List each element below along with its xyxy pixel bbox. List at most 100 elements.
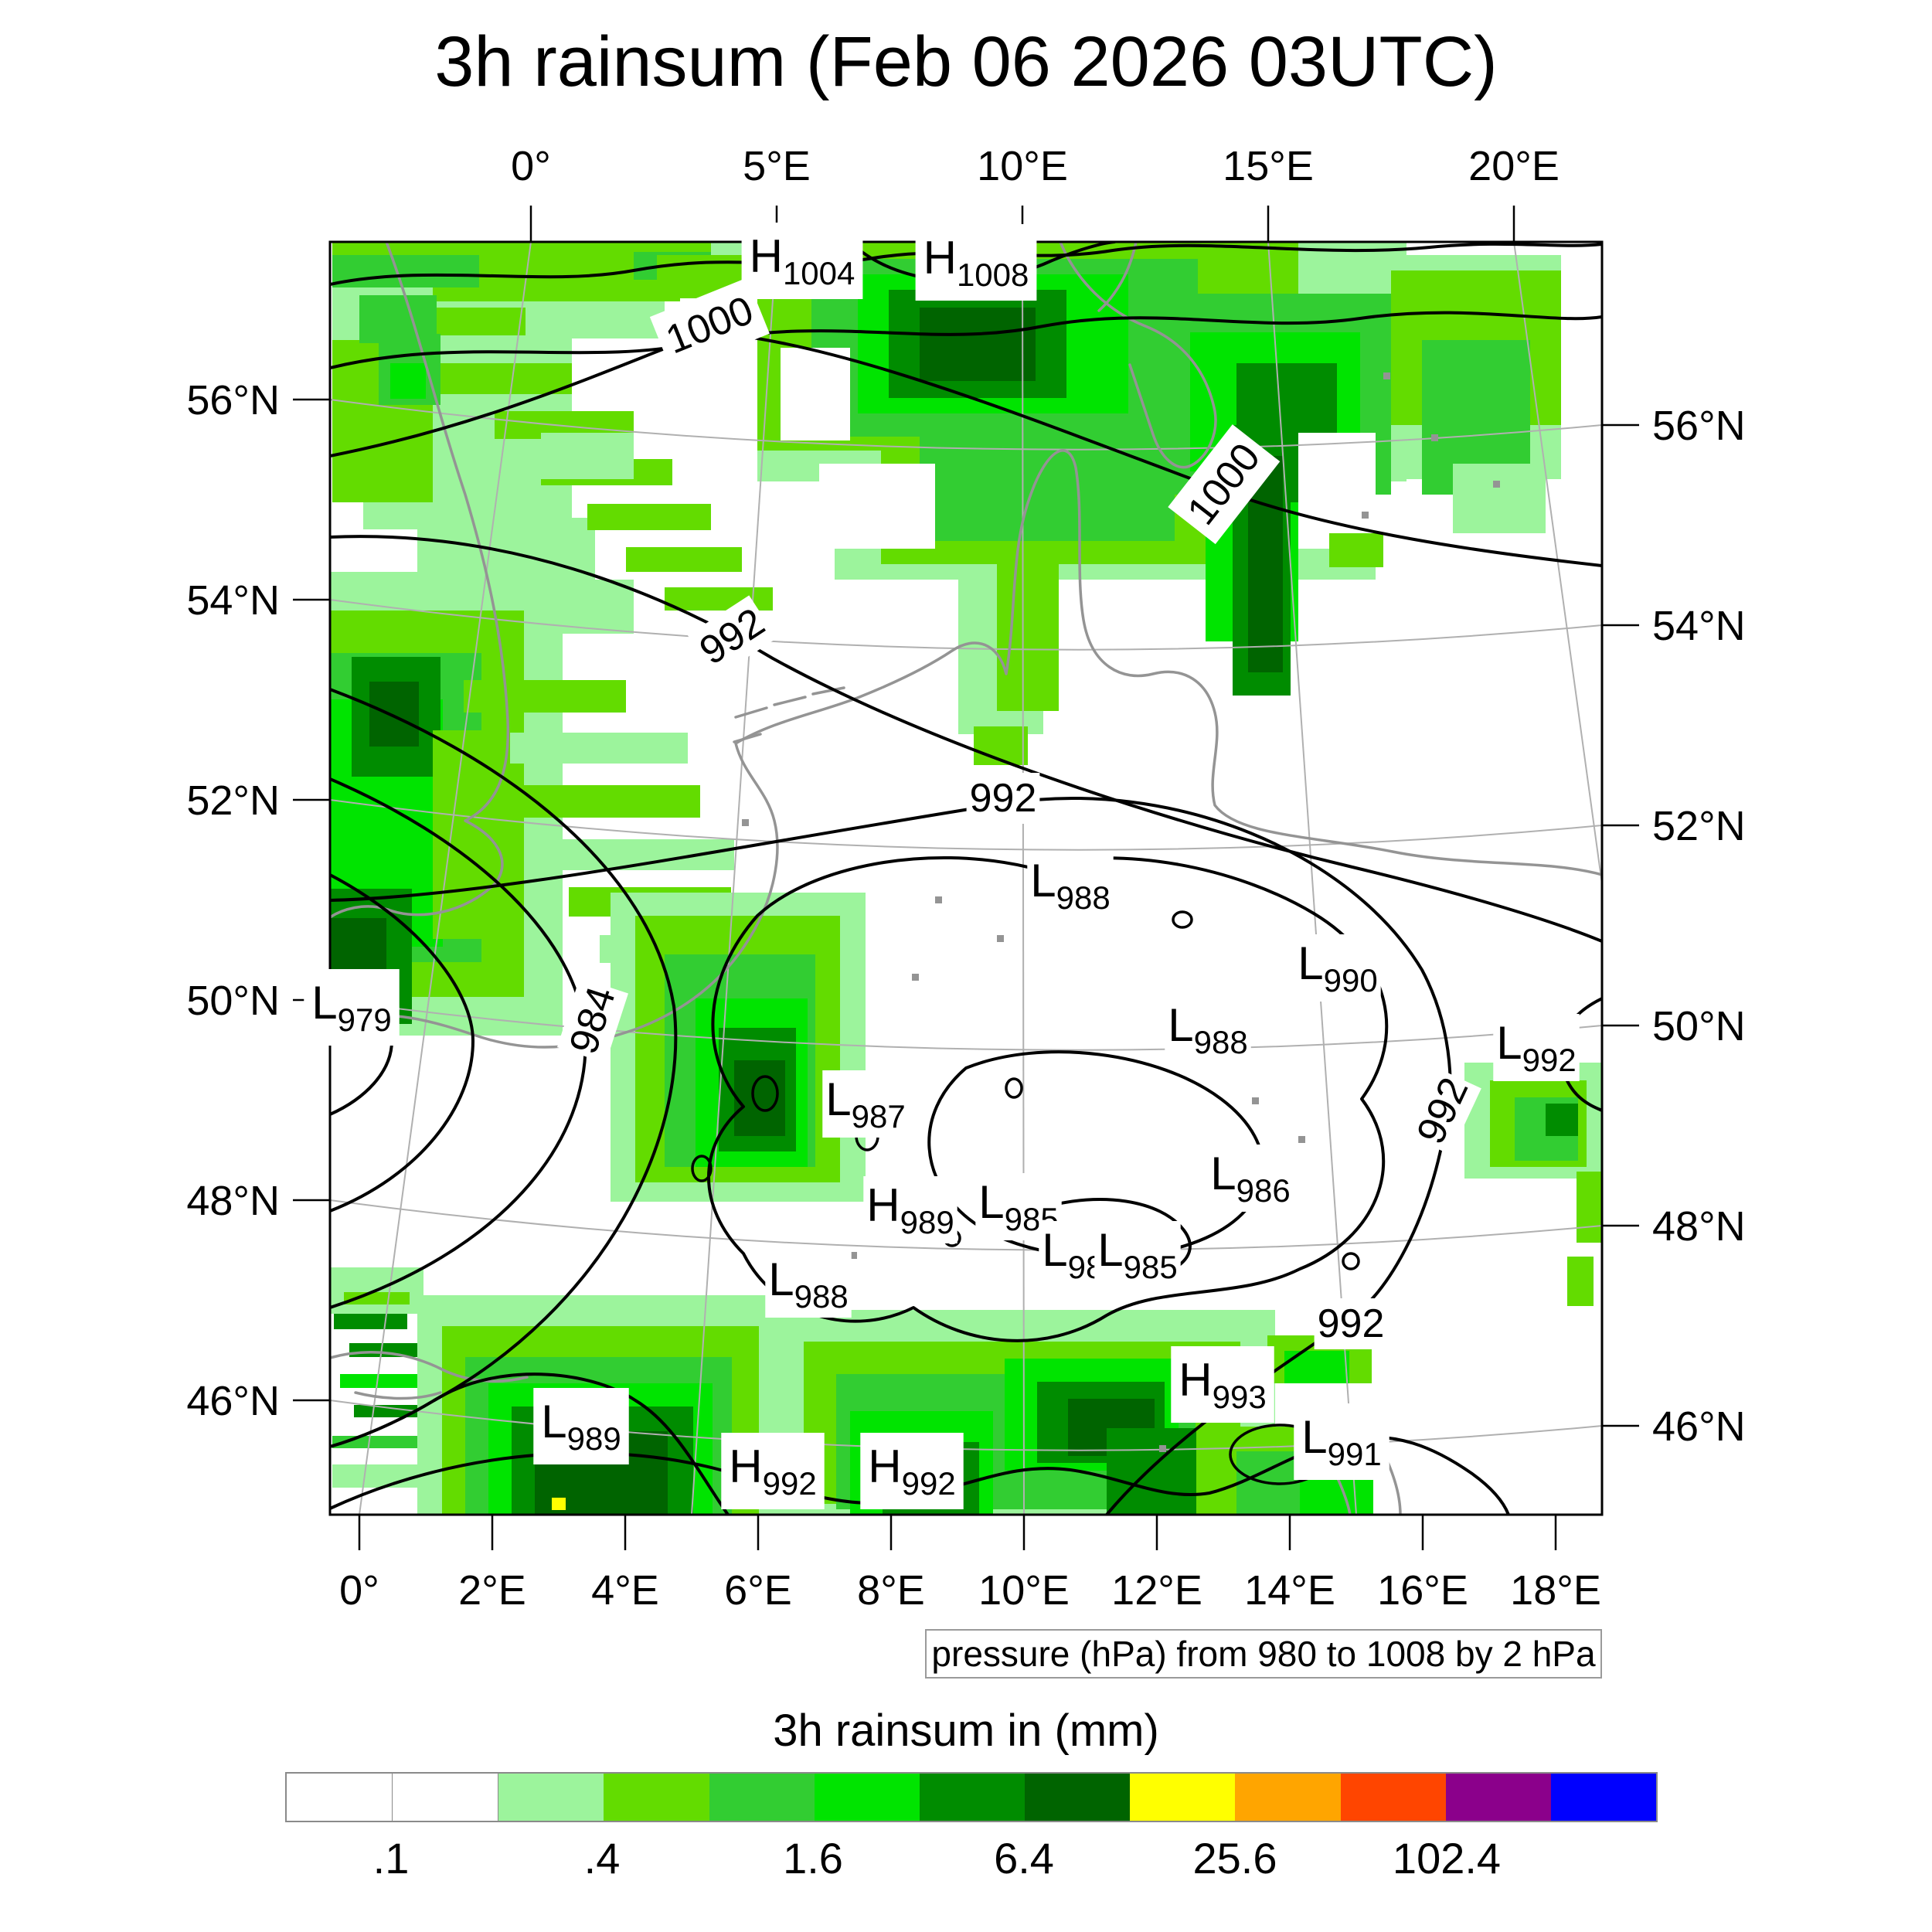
lake-speck — [850, 1252, 857, 1259]
pressure-center-l991: L991 — [1294, 1403, 1389, 1480]
pressure-center-h992: H992 — [860, 1433, 964, 1509]
bottom-axis-label: 12°E — [1111, 1567, 1202, 1614]
right-axis-label: 52°N — [1652, 803, 1746, 849]
rain-cell — [349, 1343, 430, 1357]
isobar-path — [330, 1435, 1510, 1515]
pressure-center-text: L985 — [1097, 1224, 1177, 1285]
pressure-center-h992: H992 — [721, 1433, 825, 1509]
rain-cell — [433, 730, 506, 939]
pressure-center-text: H989 — [866, 1179, 954, 1240]
label-halo-box — [1403, 1066, 1481, 1155]
bottom-axis-label: 14°E — [1244, 1567, 1335, 1614]
right-axis-label: 50°N — [1652, 1003, 1746, 1049]
rain-cell — [464, 680, 626, 713]
rain-cell — [369, 682, 419, 747]
colorbar-cell-2 — [498, 1774, 604, 1821]
bottom-axis-label: 18°E — [1510, 1567, 1601, 1614]
isobar-closed-oval — [751, 1075, 779, 1112]
meridian-line — [691, 242, 777, 1515]
colorbar-cell-0 — [287, 1774, 393, 1821]
pressure-center-text: H1008 — [923, 232, 1029, 293]
rain-cell — [1567, 1257, 1594, 1306]
label-halo-box — [1027, 852, 1114, 919]
pressure-center-text: L988 — [1168, 999, 1247, 1060]
isobar-closed-oval — [1342, 1252, 1360, 1270]
parallel-line — [330, 1400, 1602, 1451]
left-axis-label: 54°N — [186, 577, 280, 624]
rain-cell — [440, 363, 572, 394]
right-axis-label: 54°N — [1652, 603, 1746, 649]
colorbar-cell-1 — [393, 1774, 499, 1821]
label-halo-box — [687, 595, 777, 679]
label-halo-box — [1094, 1221, 1181, 1288]
isobar-closed-oval — [1172, 910, 1193, 929]
label-halo-box — [304, 969, 400, 1046]
rain-cell — [541, 433, 634, 479]
isobar-value-label: 992 — [687, 595, 777, 679]
parallel-line — [330, 999, 1602, 1051]
pressure-center-l988: L988 — [1027, 852, 1114, 919]
bottom-axis-label: 6°E — [724, 1567, 792, 1614]
top-axis-label: 20°E — [1468, 143, 1560, 189]
bottom-axis-label: 0° — [339, 1567, 379, 1614]
bottom-axis-label: 4°E — [591, 1567, 659, 1614]
lake-speck — [742, 819, 749, 826]
rain-cell — [1329, 533, 1383, 567]
pressure-center-l992: L992 — [1493, 1014, 1580, 1081]
isobar-path — [330, 535, 1602, 943]
isobar-path — [330, 688, 678, 1448]
pressure-center-l985: L985 — [1094, 1221, 1181, 1288]
colorbar-tick-label: 102.4 — [1392, 1834, 1502, 1883]
isobar-path — [330, 311, 1602, 369]
left-axis-label: 52°N — [186, 777, 280, 824]
isobar-path — [433, 1372, 730, 1515]
left-axis-label: 48°N — [186, 1178, 280, 1224]
label-halo-box — [721, 1433, 825, 1509]
pressure-center-text: L988 — [1030, 855, 1110, 916]
right-axis-label: 48°N — [1652, 1203, 1746, 1250]
lake-speck — [1362, 512, 1369, 519]
bottom-axis-label: 2°E — [458, 1567, 526, 1614]
parallel-line — [330, 399, 1602, 451]
label-halo-box — [1168, 424, 1281, 545]
meridian-line — [359, 242, 532, 1515]
lake-speck — [997, 935, 1004, 942]
lake-speck — [1298, 1136, 1305, 1143]
label-halo-box — [966, 773, 1040, 824]
colorbar-cell-7 — [1025, 1774, 1131, 1821]
label-halo-box — [556, 978, 628, 1063]
pressure-center-text: L990 — [1298, 937, 1377, 998]
pressure-center-text: L987 — [825, 1073, 905, 1134]
pressure-center-text: H993 — [1179, 1354, 1266, 1415]
label-halo-box — [1207, 1145, 1294, 1212]
pressure-center-text: L991 — [1301, 1411, 1381, 1472]
rain-cell — [1546, 1104, 1578, 1136]
left-axis-label: 56°N — [186, 377, 280, 423]
page-title: 3h rainsum (Feb 06 2026 03UTC) — [434, 22, 1498, 101]
rain-cell — [587, 504, 711, 530]
label-halo-box — [915, 224, 1037, 301]
lake-speck — [935, 896, 942, 903]
colorbar-cell-11 — [1445, 1774, 1551, 1821]
isobar-closed-oval — [691, 1155, 713, 1182]
pressure-center-l986: L986 — [1207, 1145, 1294, 1212]
rain-cell — [920, 410, 1175, 541]
colorbar-title: 3h rainsum in (mm) — [773, 1706, 1159, 1756]
rainsum-colorbar — [285, 1772, 1658, 1822]
isobar-value-text: 992 — [1318, 1301, 1385, 1346]
lake-speck — [1252, 1097, 1259, 1104]
pressure-center-l987: L987 — [822, 1070, 909, 1138]
isobar-value-label: 992 — [966, 773, 1040, 824]
rain-cell — [781, 348, 850, 440]
label-halo-box — [1171, 1346, 1274, 1423]
rain-cell — [340, 1374, 429, 1388]
pressure-center-l988: L988 — [1165, 996, 1251, 1063]
pressure-center-h1004: H1004 — [741, 223, 863, 299]
parallel-line — [330, 799, 1602, 851]
isobar-value-label: 992 — [1314, 1298, 1388, 1349]
pressure-center-text: L986 — [1210, 1148, 1290, 1209]
pressure-center-text: L992 — [1496, 1017, 1576, 1078]
pressure-legend-text: pressure (hPa) from 980 to 1008 by 2 hPa — [931, 1634, 1596, 1674]
